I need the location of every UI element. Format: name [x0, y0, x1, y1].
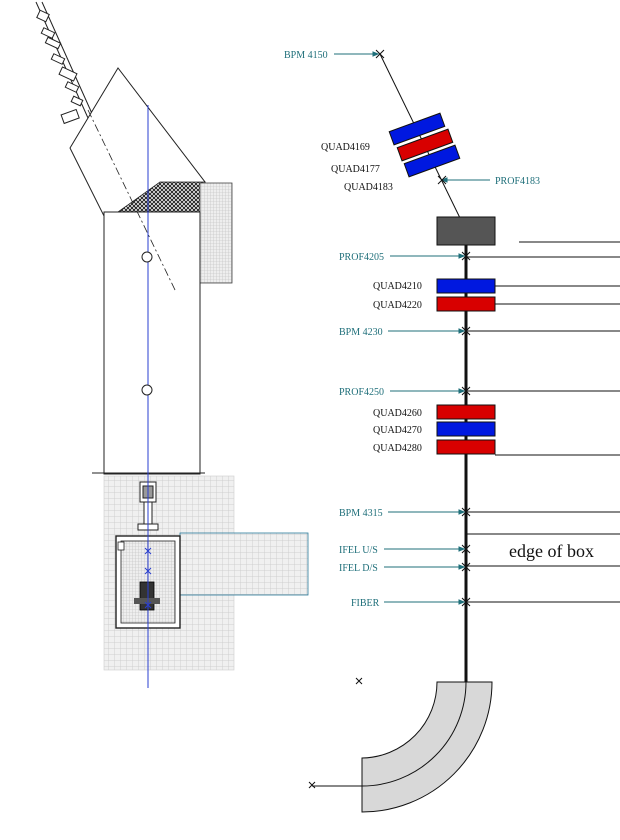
left-mechanical-drawing — [35, 1, 309, 688]
label-bpm4315: BPM 4315 — [339, 508, 383, 519]
label-bpm4230: BPM 4230 — [339, 327, 383, 338]
label-quad4220: QUAD4220 — [373, 300, 422, 311]
label-quad4260: QUAD4260 — [373, 408, 422, 419]
label-quad4183: QUAD4183 — [344, 182, 393, 193]
label-bpm4150: BPM 4150 — [284, 50, 328, 61]
port-circle-upper — [141, 251, 153, 263]
diagonal-centerline — [87, 109, 177, 293]
label-arrows — [334, 51, 490, 605]
angled-beamline — [379, 53, 461, 219]
quad4210-magnet — [436, 278, 496, 294]
dipole-box — [436, 216, 496, 246]
tilted-quad-group — [388, 112, 461, 178]
label-prof4250: PROF4250 — [339, 387, 384, 398]
side-shield-block — [199, 182, 233, 284]
right-table-extension — [179, 532, 309, 596]
quad4260-magnet — [436, 404, 496, 420]
box-markers — [144, 547, 152, 609]
label-quad4210: QUAD4210 — [373, 281, 422, 292]
main-chamber — [103, 211, 201, 475]
label-prof4183: PROF4183 — [495, 176, 540, 187]
reference-lines — [466, 241, 620, 603]
beamline-schematic: BPM 4150 QUAD4169 QUAD4177 QUAD4183 PROF… — [284, 49, 620, 813]
label-edge-of-box: edge of box — [509, 541, 594, 561]
quad4177-magnet — [396, 128, 454, 162]
label-prof4205: PROF4205 — [339, 252, 384, 263]
bend-centerline — [361, 681, 467, 787]
quad4270-magnet — [436, 421, 496, 437]
quad4220-magnet — [436, 296, 496, 312]
label-ifel-ds: IFEL D/S — [339, 563, 378, 574]
quad4169-magnet — [388, 112, 446, 146]
bend-magnet — [361, 681, 493, 813]
upstream-angled-pipe — [35, 1, 95, 125]
label-quad4177: QUAD4177 — [331, 164, 380, 175]
diagnostic-markers — [308, 49, 471, 789]
label-quad4169: QUAD4169 — [321, 142, 370, 153]
label-quad4270: QUAD4270 — [373, 425, 422, 436]
quad4183-magnet — [403, 144, 461, 178]
port-circle-lower — [141, 384, 153, 396]
quad4280-magnet — [436, 439, 496, 455]
label-fiber: FIBER — [351, 598, 380, 609]
label-quad4280: QUAD4280 — [373, 443, 422, 454]
label-ifel-us: IFEL U/S — [339, 545, 378, 556]
